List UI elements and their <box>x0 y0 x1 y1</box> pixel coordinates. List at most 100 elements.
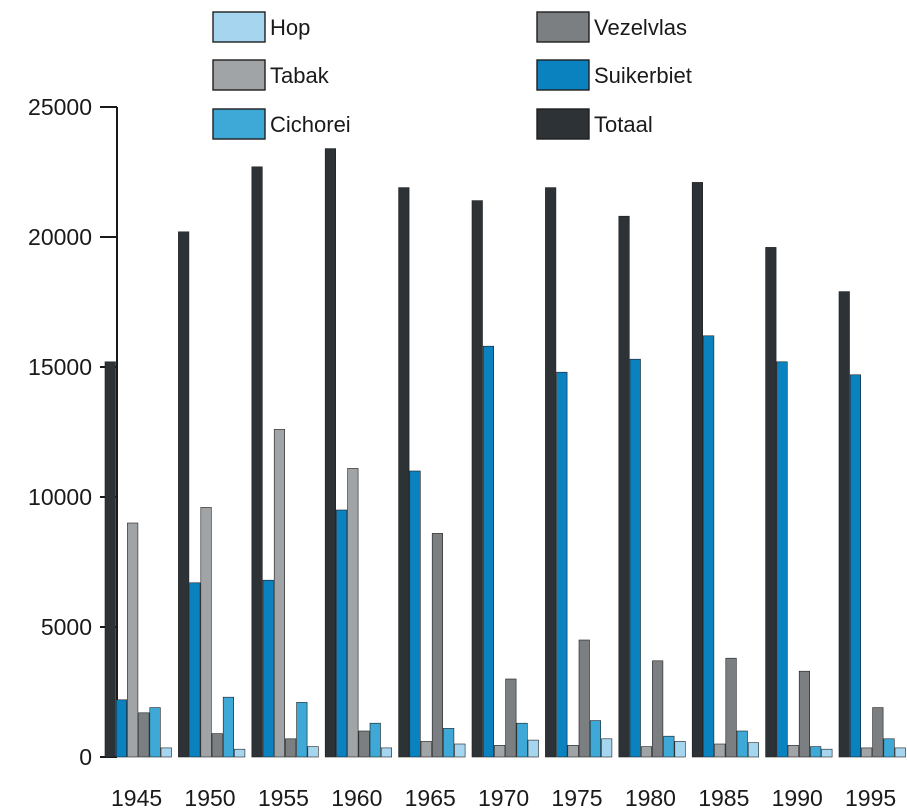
bar-tabak-1985 <box>714 743 726 758</box>
y-tick-label: 20000 <box>28 224 92 250</box>
bar-tabak-1950 <box>200 507 212 758</box>
legend-swatch <box>536 11 590 43</box>
x-axis: 1945 1950 1955 1960 1965 1970 1975 1980 1985 1990… <box>111 785 896 810</box>
bar-suikerbiet-1945 <box>115 699 127 758</box>
x-tick-label: 1965 <box>405 785 456 810</box>
bar-totaal-1960 <box>324 148 337 758</box>
bar-suikerbiet-1965 <box>409 470 421 758</box>
bar-tabak-1970 <box>494 744 506 758</box>
bar-totaal-1945 <box>104 361 116 758</box>
legend-item-totaal: Totaal <box>536 108 653 140</box>
bar-hop-1970 <box>527 739 539 758</box>
bar-vezelvlas-1990 <box>798 670 811 758</box>
x-tick-label: 1945 <box>111 785 162 810</box>
bar-vezelvlas-1945 <box>138 712 150 758</box>
bar-group-1985 <box>691 182 760 758</box>
x-tick-label: 1990 <box>772 785 823 810</box>
bar-cichorei-1990 <box>810 746 822 758</box>
y-tick-label: 10000 <box>28 484 92 510</box>
bar-cichorei-1950 <box>222 696 234 758</box>
bar-totaal-1995 <box>838 291 850 758</box>
bar-suikerbiet-1960 <box>336 509 348 758</box>
bar-hop-1960 <box>380 747 393 758</box>
bar-suikerbiet-1980 <box>629 358 641 758</box>
legend-item-hop: Hop <box>212 11 310 43</box>
legend-swatch <box>536 108 590 140</box>
bar-cichorei-1955 <box>296 702 308 758</box>
bar-tabak-1955 <box>273 429 286 758</box>
bar-totaal-1950 <box>178 231 190 758</box>
bar-group-1980 <box>618 215 686 758</box>
bar-totaal-1990 <box>765 247 777 758</box>
legend-swatch <box>212 59 266 91</box>
legend-swatch <box>212 108 266 140</box>
x-tick-label: 1970 <box>478 785 529 810</box>
bar-suikerbiet-1985 <box>703 335 715 758</box>
bar-hop-1975 <box>601 738 613 758</box>
bar-cichorei-1945 <box>149 707 161 758</box>
bar-cichorei-1980 <box>663 735 675 758</box>
bar-suikerbiet-1950 <box>189 582 201 758</box>
x-tick-label: 1950 <box>184 785 235 810</box>
legend-label: Vezelvlas <box>594 15 687 40</box>
legend-swatch <box>536 59 590 91</box>
y-axis: 0 5000 10000 15000 20000 25000 <box>28 94 118 770</box>
bar-vezelvlas-1955 <box>285 738 297 758</box>
y-tick-label: 25000 <box>28 94 92 120</box>
x-tick-label: 1960 <box>331 785 382 810</box>
bar-totaal-1955 <box>251 166 263 758</box>
bar-group-1970 <box>471 200 539 758</box>
legend-label: Tabak <box>270 63 330 88</box>
bar-hop-1980 <box>674 741 686 758</box>
bar-group-1975 <box>545 187 613 758</box>
legend-label: Suikerbiet <box>594 63 692 88</box>
bar-cichorei-1975 <box>589 720 602 758</box>
bar-cichorei-1995 <box>883 738 895 758</box>
y-tick-label: 5000 <box>41 614 92 640</box>
x-tick-label: 1975 <box>551 785 602 810</box>
bar-cichorei-1985 <box>736 730 748 758</box>
legend-item-vezelvlas: Vezelvlas <box>536 11 687 43</box>
legend-item-tabak: Tabak <box>212 59 330 91</box>
bar-suikerbiet-1970 <box>482 345 495 758</box>
bar-hop-1955 <box>307 746 319 758</box>
x-tick-label: 1980 <box>625 785 676 810</box>
legend-swatch <box>212 11 266 43</box>
bar-group-1955 <box>251 166 319 758</box>
bar-group-1945 <box>104 361 172 758</box>
legend-item-cichorei: Cichorei <box>212 108 351 140</box>
bar-totaal-1965 <box>398 187 410 758</box>
bar-hop-1990 <box>821 748 833 758</box>
bar-tabak-1960 <box>347 468 359 758</box>
y-tick-label: 0 <box>79 744 92 770</box>
legend-label: Hop <box>270 15 310 40</box>
bar-group-1990 <box>765 247 833 758</box>
bar-suikerbiet-1955 <box>262 579 274 758</box>
bar-totaal-1975 <box>545 187 557 758</box>
bar-group-1965 <box>398 187 466 758</box>
bar-group-1960 <box>324 148 393 758</box>
bar-vezelvlas-1965 <box>431 533 444 758</box>
y-tick-label: 15000 <box>28 354 92 380</box>
legend-label: Totaal <box>594 112 653 137</box>
bar-hop-1950 <box>234 748 246 758</box>
bar-cichorei-1970 <box>516 722 528 758</box>
bar-vezelvlas-1950 <box>211 733 223 758</box>
legend-item-suikerbiet: Suikerbiet <box>536 59 692 91</box>
bar-totaal-1985 <box>691 182 704 758</box>
bar-group-1950 <box>178 231 246 758</box>
x-tick-label: 1995 <box>845 785 896 810</box>
bar-tabak-1965 <box>420 741 432 758</box>
bar-tabak-1980 <box>640 746 653 758</box>
bar-vezelvlas-1980 <box>652 660 664 758</box>
bar-suikerbiet-1975 <box>556 371 568 758</box>
bar-tabak-1945 <box>127 522 139 758</box>
bar-tabak-1975 <box>567 744 579 758</box>
legend: Hop Tabak Cichorei Vezelvlas Suikerbiet Totaa… <box>212 11 692 140</box>
bar-suikerbiet-1995 <box>849 374 862 758</box>
bar-vezelvlas-1960 <box>358 730 370 758</box>
bars <box>104 148 906 758</box>
bar-vezelvlas-1995 <box>872 707 884 758</box>
bar-totaal-1970 <box>471 200 483 758</box>
